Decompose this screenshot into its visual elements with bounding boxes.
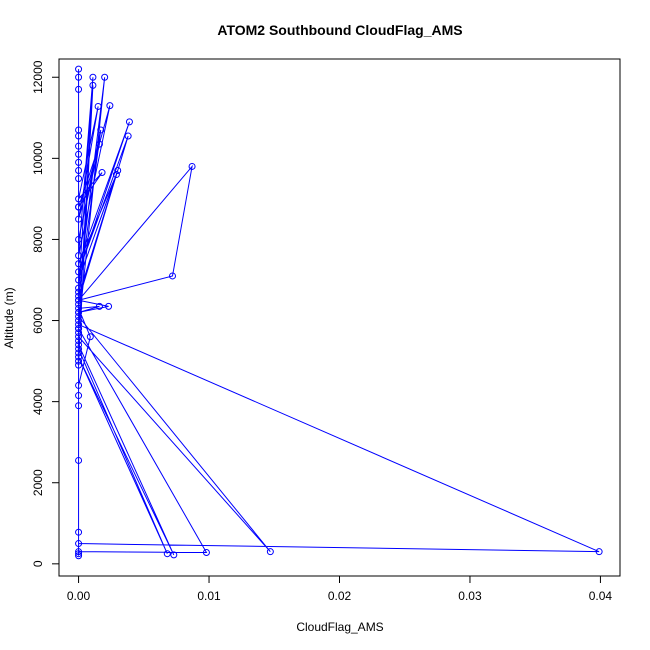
data-point xyxy=(101,73,109,81)
x-axis-label: CloudFlag_AMS xyxy=(296,620,383,634)
data-point xyxy=(75,333,83,341)
x-tick-label: 0.04 xyxy=(589,589,613,603)
x-tick-label: 0.01 xyxy=(197,589,221,603)
data-point xyxy=(105,302,113,310)
data-point xyxy=(75,540,83,548)
data-point xyxy=(75,300,83,308)
y-tick-label: 2000 xyxy=(31,469,45,496)
data-point xyxy=(98,169,106,177)
data-point xyxy=(75,296,83,304)
data-point xyxy=(75,321,83,329)
y-tick-label: 6000 xyxy=(31,307,45,334)
data-point xyxy=(75,260,83,268)
data-point xyxy=(75,361,83,369)
data-point xyxy=(75,175,83,183)
data-point xyxy=(75,73,83,81)
data-point xyxy=(75,252,83,260)
data-point xyxy=(75,345,83,353)
data-point xyxy=(95,140,103,148)
data-point xyxy=(75,381,83,389)
data-point xyxy=(169,272,176,280)
data-point xyxy=(97,126,105,134)
x-axis: 0.00 0.01 0.02 0.03 0.04 xyxy=(67,575,613,603)
data-point xyxy=(266,548,274,556)
data-point xyxy=(75,552,83,560)
data-point xyxy=(75,353,83,361)
data-point xyxy=(75,203,83,211)
data-point xyxy=(89,81,97,89)
data-point xyxy=(75,158,83,166)
data-point xyxy=(89,73,97,81)
x-tick-label: 0.03 xyxy=(458,589,482,603)
series-group xyxy=(77,69,600,556)
data-point xyxy=(75,268,83,276)
data-point xyxy=(595,548,603,556)
data-point xyxy=(75,341,83,349)
data-point xyxy=(75,65,83,73)
data-point xyxy=(75,550,83,558)
data-point xyxy=(75,528,83,536)
data-point xyxy=(75,312,83,320)
data-point xyxy=(188,162,196,170)
data-point xyxy=(75,167,83,175)
data-point xyxy=(202,548,210,556)
data-point xyxy=(75,329,83,337)
data-point xyxy=(75,142,83,150)
y-axis: 0 2000 4000 6000 8000 10000 12000 xyxy=(31,60,60,567)
data-point xyxy=(75,349,83,357)
y-tick-label: 0 xyxy=(31,560,45,567)
data-point xyxy=(94,102,102,110)
data-point xyxy=(163,550,171,558)
series-line xyxy=(77,69,600,556)
y-tick-label: 8000 xyxy=(31,226,45,253)
data-point xyxy=(75,304,83,312)
data-point xyxy=(75,126,83,134)
chart-title: ATOM2 Southbound CloudFlag_AMS xyxy=(217,22,462,38)
points-group xyxy=(75,65,603,560)
data-point xyxy=(75,150,83,158)
y-axis-label: Altitude (m) xyxy=(2,287,16,348)
x-tick-label: 0.02 xyxy=(328,589,352,603)
data-point xyxy=(75,235,83,243)
data-point xyxy=(75,85,83,93)
data-point xyxy=(114,167,122,175)
data-point xyxy=(124,132,132,140)
data-point xyxy=(75,337,83,345)
data-point xyxy=(95,302,103,310)
data-point xyxy=(75,288,83,296)
data-point xyxy=(106,102,114,110)
data-point xyxy=(75,357,83,365)
x-tick-label: 0.00 xyxy=(67,589,91,603)
y-tick-label: 10000 xyxy=(31,141,45,175)
data-point xyxy=(75,215,83,223)
data-point xyxy=(75,402,83,410)
data-point xyxy=(75,325,83,333)
data-point xyxy=(75,292,83,300)
data-point xyxy=(75,548,83,556)
data-point xyxy=(75,392,83,400)
data-point xyxy=(75,276,83,284)
data-point xyxy=(75,195,83,203)
y-tick-label: 12000 xyxy=(31,60,45,94)
data-point xyxy=(170,551,178,559)
data-point xyxy=(75,456,83,464)
data-point xyxy=(75,284,83,292)
data-point xyxy=(112,171,120,179)
data-point xyxy=(75,317,83,325)
data-point xyxy=(86,333,94,341)
data-point xyxy=(75,308,83,316)
y-tick-label: 4000 xyxy=(31,388,45,415)
data-point xyxy=(125,118,133,126)
